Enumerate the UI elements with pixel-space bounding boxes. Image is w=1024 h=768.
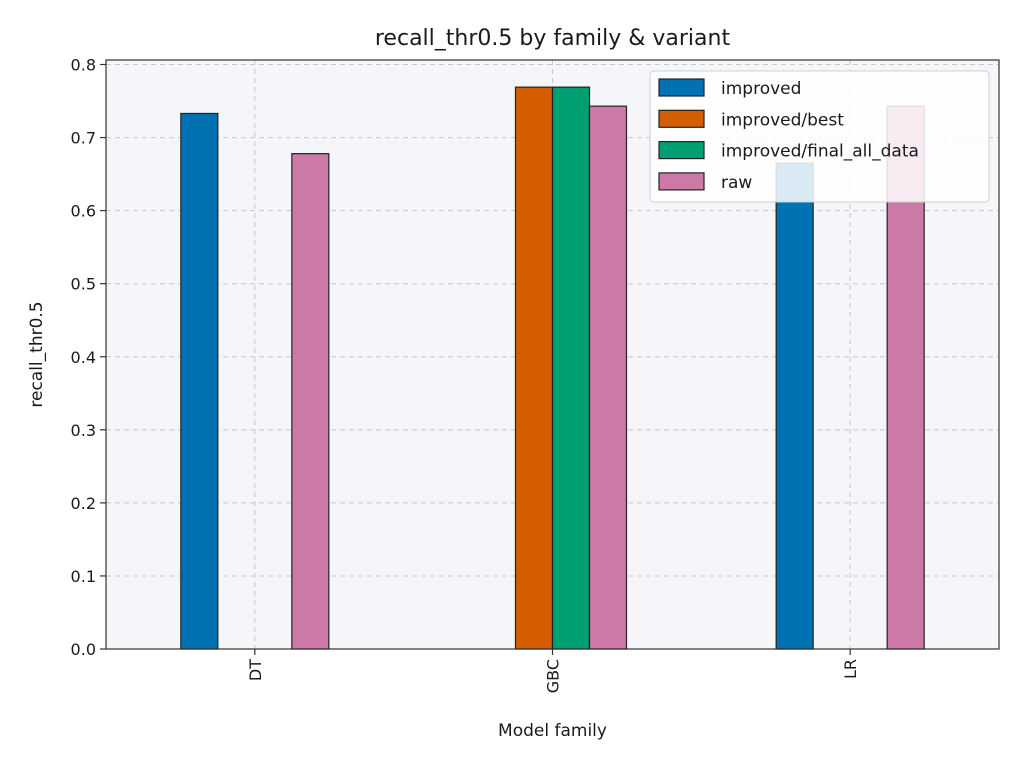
x-tick-label: LR [841, 659, 860, 679]
y-tick-label: 0.3 [71, 421, 96, 440]
x-axis-label: Model family [498, 721, 607, 741]
y-tick-label: 0.0 [71, 640, 96, 659]
bar-dt-improved [180, 112, 219, 650]
legend-box [649, 70, 990, 203]
bar-gbc-improved-final-all-data [551, 86, 591, 650]
x-tick-label: DT [246, 659, 265, 681]
legend-label: improved [721, 79, 801, 99]
legend-swatch [658, 141, 705, 160]
y-tick-label: 0.2 [71, 494, 96, 513]
bar-dt-raw [291, 153, 330, 650]
y-tick-label: 0.7 [71, 129, 96, 148]
y-tick-label: 0.6 [71, 202, 96, 221]
legend-label: improved/final_all_data [721, 142, 919, 162]
legend-swatch [658, 109, 705, 128]
y-tick-label: 0.8 [71, 56, 96, 75]
chart-title: recall_thr0.5 by family & variant [375, 26, 731, 51]
bar-lr-improved [775, 162, 814, 650]
x-axis: DT GBC LR [246, 649, 860, 693]
x-tick-label: GBC [544, 659, 563, 693]
y-axis: 0.0 0.1 0.2 0.3 0.4 0.5 0.6 0.7 0.8 [71, 56, 106, 659]
bar-gbc-improved-best [514, 86, 554, 650]
y-tick-label: 0.1 [71, 567, 96, 586]
bar-gbc-raw [588, 105, 628, 650]
legend-label: improved/best [721, 110, 844, 130]
y-tick-label: 0.5 [71, 275, 96, 294]
legend-label: raw [721, 173, 752, 193]
legend: improved improved/best improved/final_all_… [649, 70, 990, 203]
y-axis-label: recall_thr0.5 [27, 301, 47, 407]
legend-swatch [658, 78, 705, 97]
legend-swatch [658, 172, 705, 191]
y-tick-label: 0.4 [71, 348, 96, 367]
